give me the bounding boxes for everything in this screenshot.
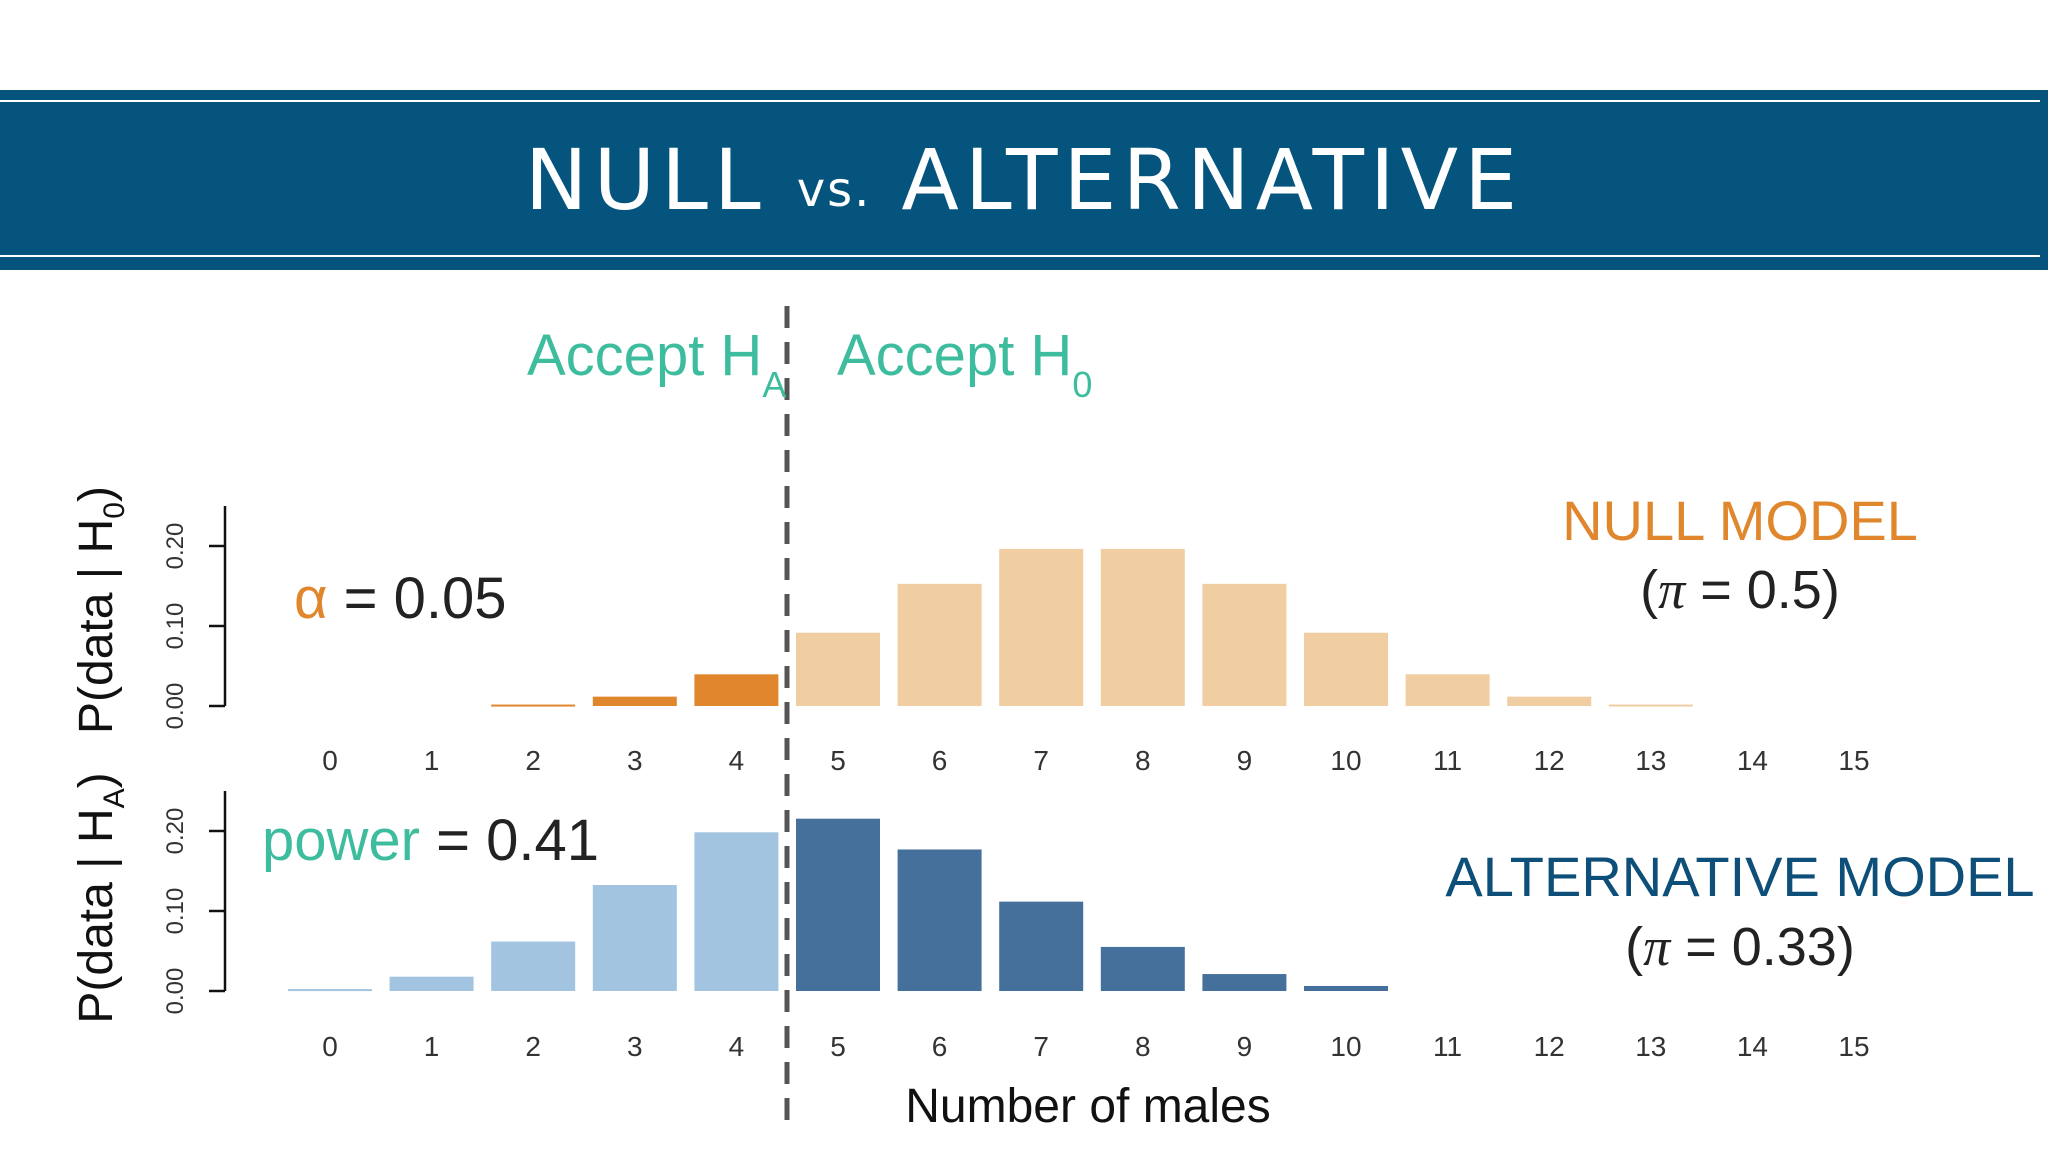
alt-ytick-label-2: 0.20 <box>162 808 189 855</box>
alt-xtick-5: 5 <box>830 1031 846 1062</box>
null-xtick-12: 12 <box>1534 745 1565 776</box>
alt-ytick-label-1: 0.10 <box>162 888 189 935</box>
x-axis-label: Number of males <box>905 1080 1270 1133</box>
null-bar-10 <box>1304 632 1388 706</box>
null-xtick-5: 5 <box>830 745 846 776</box>
alt-xtick-15: 15 <box>1838 1031 1869 1062</box>
null-bar-13 <box>1608 704 1693 707</box>
null-bar-8 <box>1100 548 1185 706</box>
title-alternative: ALTERNATIVE <box>901 131 1524 229</box>
null-bar-12 <box>1507 696 1592 706</box>
alt-bar-4 <box>694 832 779 991</box>
alt-bar-6 <box>897 849 982 991</box>
alt-bar-7 <box>999 901 1084 991</box>
alt-xtick-9: 9 <box>1237 1031 1253 1062</box>
alternative-model-label: ALTERNATIVE MODEL <box>1445 845 2034 908</box>
null-xtick-2: 2 <box>525 745 541 776</box>
alt-xtick-0: 0 <box>322 1031 338 1062</box>
alt-xtick-14: 14 <box>1737 1031 1768 1062</box>
alt-xtick-12: 12 <box>1534 1031 1565 1062</box>
alt-xtick-4: 4 <box>729 1031 745 1062</box>
accept-ha-label: Accept HA <box>527 323 786 405</box>
alt-xtick-11: 11 <box>1433 1031 1462 1062</box>
alt-bar-8 <box>1100 946 1185 991</box>
title-null: NULL <box>524 131 767 229</box>
null-bar-6 <box>897 583 982 706</box>
banner-bottom-rule <box>0 255 2040 257</box>
null-xtick-8: 8 <box>1135 745 1151 776</box>
null-xtick-14: 14 <box>1737 745 1768 776</box>
alt-bar-3 <box>592 885 677 991</box>
null-ytick-label-2: 0.20 <box>162 523 189 570</box>
null-xtick-13: 13 <box>1635 745 1666 776</box>
top-ylabel: P(data | H0) <box>70 486 131 734</box>
alt-xtick-3: 3 <box>627 1031 643 1062</box>
alt-bar-9 <box>1202 974 1287 991</box>
null-bar-3 <box>592 696 677 706</box>
null-xtick-4: 4 <box>729 745 745 776</box>
alt-bar-1 <box>389 976 474 991</box>
alt-ytick-label-0: 0.00 <box>162 968 189 1015</box>
null-ytick-label-0: 0.00 <box>162 683 189 730</box>
alt-bar-10 <box>1304 985 1388 991</box>
alpha-annotation: α = 0.05 <box>294 566 507 631</box>
alt-bar-0 <box>288 989 372 992</box>
accept-h0-label: Accept H0 <box>837 323 1092 405</box>
null-bar-11 <box>1405 674 1490 706</box>
null-xtick-0: 0 <box>322 745 338 776</box>
null-bar-7 <box>999 548 1084 706</box>
alt-xtick-8: 8 <box>1135 1031 1151 1062</box>
null-xtick-3: 3 <box>627 745 643 776</box>
null-ytick-label-1: 0.10 <box>162 603 189 650</box>
null-bar-2 <box>491 704 576 707</box>
bottom-ylabel: P(data | HA) <box>70 772 131 1023</box>
page-title: NULL vs. ALTERNATIVE <box>0 90 2048 270</box>
hypothesis-test-chart: Accept HA Accept H0 α = 0.05 power = 0.4… <box>70 306 2035 1133</box>
null-xtick-1: 1 <box>424 745 440 776</box>
alt-bar-2 <box>491 941 576 991</box>
alt-xtick-2: 2 <box>525 1031 541 1062</box>
alt-bar-5 <box>796 818 880 991</box>
alt-xtick-6: 6 <box>932 1031 948 1062</box>
power-annotation: power = 0.41 <box>262 808 599 873</box>
alternative-model-param: (π = 0.33) <box>1625 917 1855 977</box>
null-xtick-7: 7 <box>1033 745 1049 776</box>
null-bar-5 <box>796 632 880 706</box>
null-xtick-6: 6 <box>932 745 948 776</box>
null-model-label: NULL MODEL <box>1562 489 1918 552</box>
null-xtick-15: 15 <box>1838 745 1869 776</box>
null-xtick-10: 10 <box>1330 745 1361 776</box>
null-bar-9 <box>1202 583 1287 706</box>
null-xtick-9: 9 <box>1237 745 1253 776</box>
alt-xtick-1: 1 <box>424 1031 440 1062</box>
banner-top-rule <box>0 100 2040 102</box>
null-xtick-11: 11 <box>1433 745 1462 776</box>
null-bar-4 <box>694 674 779 706</box>
title-banner: NULL vs. ALTERNATIVE <box>0 90 2048 270</box>
null-model-param: (π = 0.5) <box>1640 560 1840 620</box>
alt-xtick-10: 10 <box>1330 1031 1361 1062</box>
title-vs: vs. <box>796 162 872 218</box>
alt-xtick-7: 7 <box>1033 1031 1049 1062</box>
alt-xtick-13: 13 <box>1635 1031 1666 1062</box>
